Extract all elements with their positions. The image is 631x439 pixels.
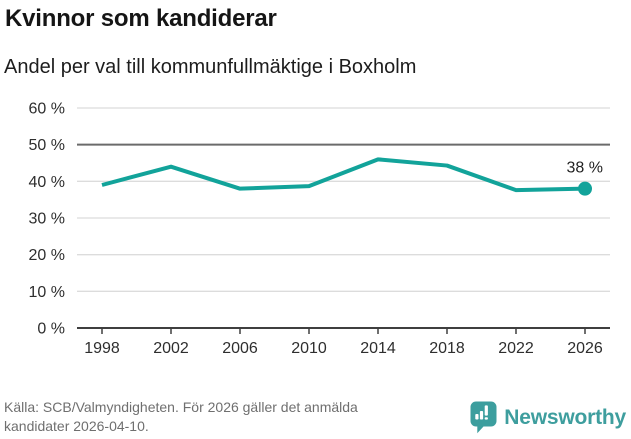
y-axis-label: 30 % bbox=[29, 211, 65, 228]
x-axis-label: 2026 bbox=[567, 340, 603, 357]
x-axis-label: 2006 bbox=[222, 340, 258, 357]
end-value-label: 38 % bbox=[567, 160, 603, 177]
y-axis-label: 40 % bbox=[29, 174, 65, 191]
x-axis-label: 2022 bbox=[498, 340, 534, 357]
x-axis-label: 2018 bbox=[429, 340, 465, 357]
newsworthy-logo: Newsworthy bbox=[470, 401, 626, 434]
trend-line bbox=[101, 157, 586, 193]
y-axis-label: 20 % bbox=[29, 247, 65, 264]
newsworthy-wordmark: Newsworthy bbox=[504, 405, 626, 429]
x-axis-label: 2002 bbox=[153, 340, 189, 357]
end-point-marker bbox=[578, 181, 592, 196]
x-axis-label: 1998 bbox=[84, 340, 120, 357]
y-axis-label: 60 % bbox=[29, 101, 65, 118]
y-axis-label: 10 % bbox=[29, 284, 65, 301]
source-note: Källa: SCB/Valmyndigheten. För 2026 gäll… bbox=[4, 398, 358, 436]
source-line-2: kandidater 2026-04-10. bbox=[4, 418, 149, 434]
chart-subtitle: Andel per val till kommunfullmäktige i B… bbox=[4, 56, 417, 78]
source-line-1: Källa: SCB/Valmyndigheten. För 2026 gäll… bbox=[4, 399, 358, 415]
newsworthy-bubble-chart-icon bbox=[470, 401, 497, 434]
y-axis-label: 50 % bbox=[29, 137, 65, 154]
y-axis-label: 0 % bbox=[37, 321, 65, 338]
x-axis-label: 2014 bbox=[360, 340, 396, 357]
chart-title: Kvinnor som kandiderar bbox=[5, 5, 277, 32]
x-axis-label: 2010 bbox=[291, 340, 327, 357]
